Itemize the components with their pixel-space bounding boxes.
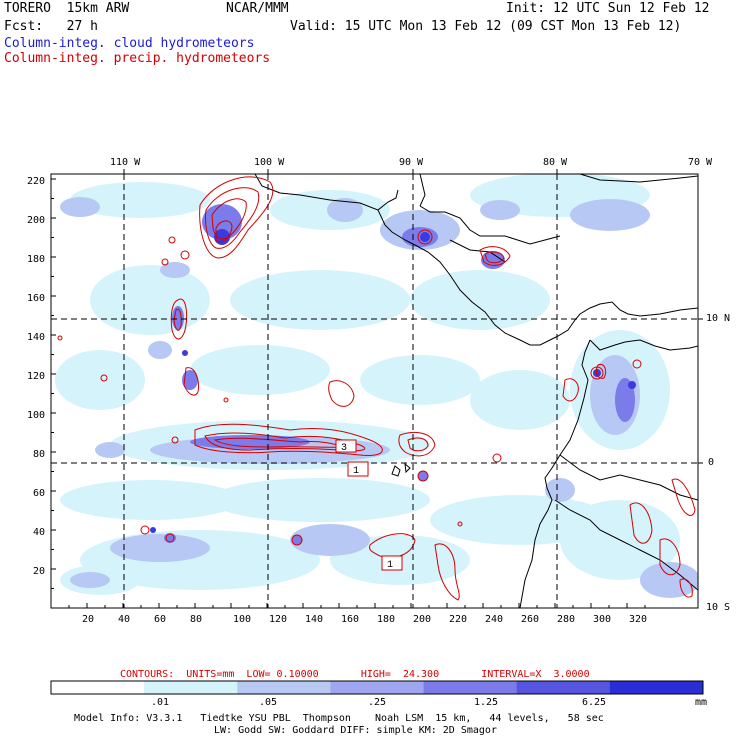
x-tick-120: 120 bbox=[269, 614, 288, 625]
colorbar-segments bbox=[51, 681, 704, 694]
coastlines bbox=[254, 174, 698, 608]
contour-info: CONTOURS: UNITS=mm LOW= 0.10000 HIGH= 24… bbox=[120, 669, 590, 680]
y-tick-140: 140 bbox=[27, 332, 46, 343]
contour-label-1b-text: 1 bbox=[387, 560, 393, 571]
init-time: Init: 12 UTC Sun 12 Feb 12 bbox=[506, 1, 710, 16]
x-tick-60: 60 bbox=[154, 614, 167, 625]
x-tick-200: 200 bbox=[413, 614, 432, 625]
lon-label-100w: 100 W bbox=[254, 157, 285, 168]
colorbar-label-025: .25 bbox=[367, 697, 387, 708]
org-label: NCAR/MMM bbox=[226, 1, 289, 16]
field-cloud-label: Column-integ. cloud hydrometeors bbox=[4, 36, 255, 51]
x-tick-220: 220 bbox=[449, 614, 468, 625]
y-tick-100: 100 bbox=[27, 410, 46, 421]
y-tick-180: 180 bbox=[27, 254, 46, 265]
lat-lon-grid bbox=[51, 174, 698, 608]
colorbar-label-005: .05 bbox=[258, 697, 278, 708]
colorbar-units: mm bbox=[695, 697, 708, 708]
colorbar-label-625: 6.25 bbox=[581, 697, 607, 708]
field-precip-label: Column-integ. precip. hydrometeors bbox=[4, 51, 271, 66]
contour-label-1a-text: 1 bbox=[353, 466, 359, 477]
x-tick-20: 20 bbox=[82, 614, 95, 625]
contour-label-3: 3 bbox=[335, 439, 357, 454]
x-tick-100: 100 bbox=[233, 614, 252, 625]
x-tick-320: 320 bbox=[629, 614, 648, 625]
colorbar-segment bbox=[51, 681, 145, 694]
colorbar-segment bbox=[609, 681, 704, 694]
model-info-line2: LW: Godd SW: Goddard DIFF: simple KM: 2D… bbox=[214, 725, 497, 736]
y-tick-120: 120 bbox=[27, 371, 46, 382]
precip-contours bbox=[57, 176, 696, 601]
x-tick-180: 180 bbox=[377, 614, 396, 625]
colorbar-label-001: .01 bbox=[150, 697, 170, 708]
contour-label-1b: 1 bbox=[381, 555, 403, 571]
y-tick-160: 160 bbox=[27, 293, 46, 304]
x-tick-140: 140 bbox=[305, 614, 324, 625]
valid-time: Valid: 15 UTC Mon 13 Feb 12 (09 CST Mon … bbox=[290, 19, 682, 34]
x-tick-160: 160 bbox=[341, 614, 360, 625]
axis-ticks bbox=[50, 169, 703, 609]
y-tick-80: 80 bbox=[33, 449, 46, 460]
colorbar-segment bbox=[237, 681, 331, 694]
lon-label-90w: 90 W bbox=[399, 157, 424, 168]
colorbar-segment bbox=[516, 681, 611, 694]
x-tick-40: 40 bbox=[118, 614, 131, 625]
contour-label-3-text: 3 bbox=[341, 443, 347, 454]
y-tick-60: 60 bbox=[33, 488, 46, 499]
y-tick-220: 220 bbox=[27, 176, 46, 187]
colorbar-segment bbox=[330, 681, 425, 694]
x-tick-300: 300 bbox=[593, 614, 612, 625]
cloud-shading bbox=[55, 174, 698, 598]
x-tick-240: 240 bbox=[485, 614, 504, 625]
model-info-line1: Model Info: V3.3.1 Tiedtke YSU PBL Thomp… bbox=[74, 713, 604, 724]
y-tick-40: 40 bbox=[33, 527, 46, 538]
lat-label-10s: 10 S bbox=[706, 602, 731, 613]
colorbar-segment bbox=[423, 681, 518, 694]
y-tick-20: 20 bbox=[33, 566, 46, 577]
y-tick-200: 200 bbox=[27, 215, 46, 226]
colorbar-segment bbox=[144, 681, 238, 694]
forecast-hour: Fcst: 27 h bbox=[4, 19, 98, 34]
lon-label-70w: 70 W bbox=[688, 157, 713, 168]
lon-label-80w: 80 W bbox=[543, 157, 568, 168]
contour-label-1a: 1 bbox=[347, 461, 369, 477]
x-tick-80: 80 bbox=[190, 614, 203, 625]
lon-label-110w: 110 W bbox=[110, 157, 141, 168]
lat-label-0: 0 bbox=[708, 457, 715, 468]
x-tick-260: 260 bbox=[521, 614, 540, 625]
colorbar-label-125: 1.25 bbox=[473, 697, 499, 708]
lat-label-10n: 10 N bbox=[706, 313, 731, 324]
model-title: TORERO 15km ARW bbox=[4, 1, 130, 16]
x-tick-280: 280 bbox=[557, 614, 576, 625]
colorbar-frame bbox=[50, 680, 704, 695]
